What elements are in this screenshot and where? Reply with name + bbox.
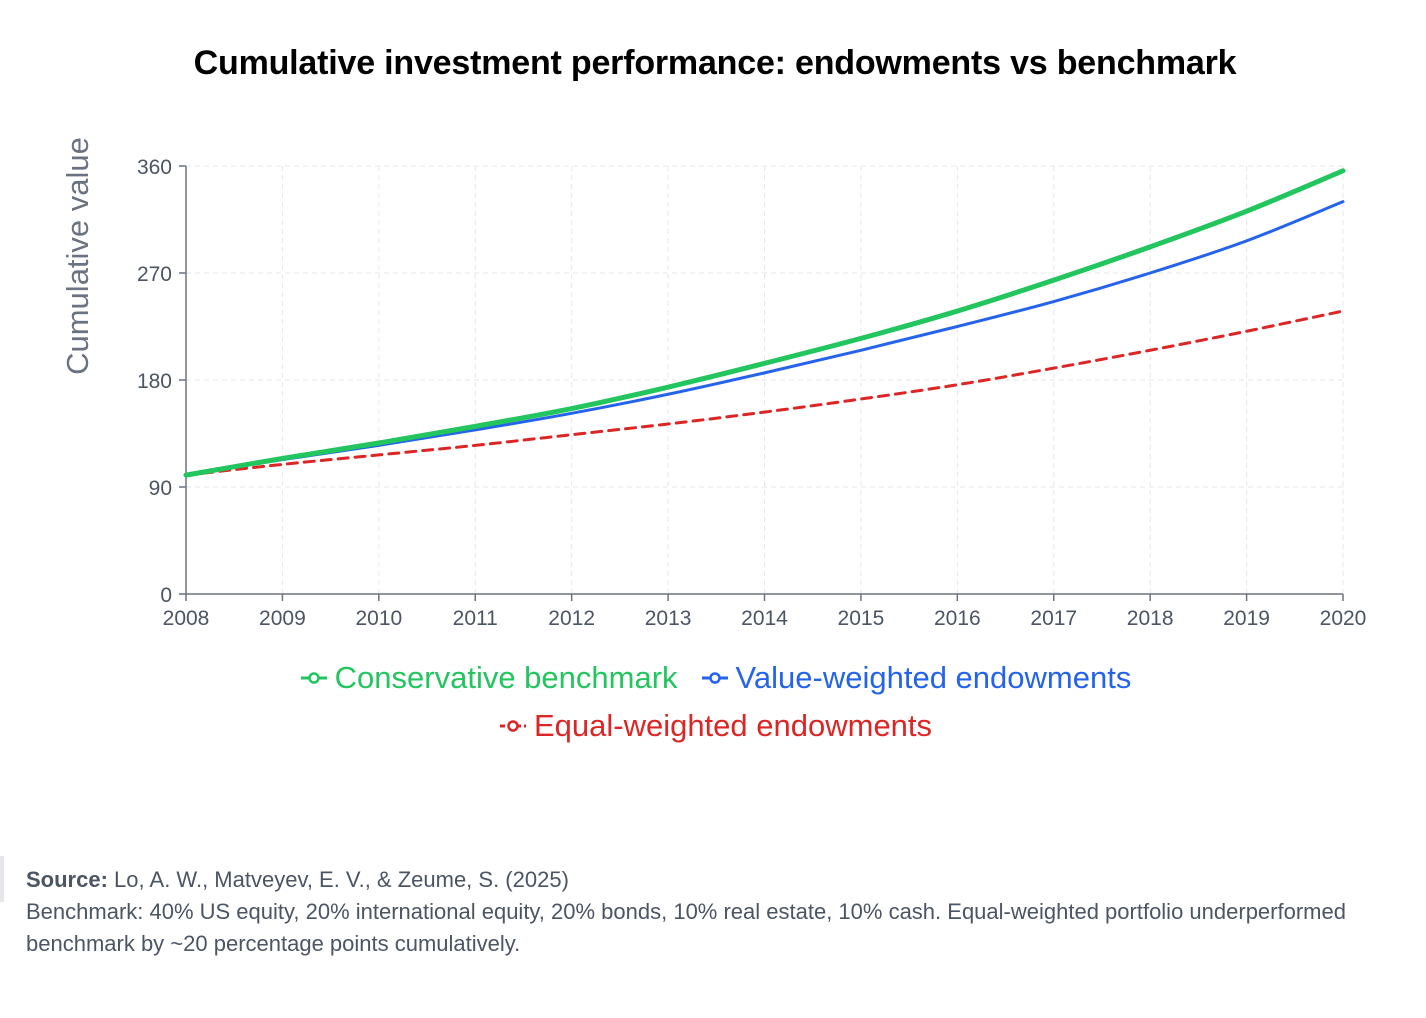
legend-row-1: Conservative benchmark Value-weighted en…	[0, 660, 1426, 696]
source-footer: Source: Lo, A. W., Matveyev, E. V., & Ze…	[26, 864, 1396, 960]
y-axis-label: Cumulative value	[60, 137, 95, 375]
x-tick-label: 2010	[355, 607, 402, 630]
x-tick-label: 2013	[645, 607, 692, 630]
legend-label: Equal-weighted endowments	[533, 708, 933, 743]
x-tick-label: 2020	[1320, 607, 1367, 630]
legend-label: Value-weighted endowments	[735, 660, 1132, 695]
y-tick-label: 360	[137, 156, 172, 179]
series-line-equal-weighted-endowments	[184, 309, 1345, 477]
x-tick-label: 2017	[1030, 607, 1077, 630]
x-tick-label: 2019	[1223, 607, 1270, 630]
line-chart: 0 90 180 270 360 2008 2009 2010 2011 2012 2013 201…	[60, 137, 1367, 630]
source-line: Source: Lo, A. W., Matveyev, E. V., & Ze…	[26, 864, 1396, 896]
footer-note: Benchmark: 40% US equity, 20% internatio…	[26, 899, 1346, 956]
x-tick-label: 2008	[163, 607, 210, 630]
y-tick-label: 0	[160, 584, 172, 607]
legend-marker-icon	[499, 720, 526, 732]
chart-title: Cumulative investment performance: endow…	[193, 44, 1237, 82]
legend-item-value-weighted-endowments[interactable]: Value-weighted endowments	[700, 660, 1132, 696]
y-ticks: 0 90 180 270 360	[137, 156, 186, 607]
source-label: Source:	[26, 867, 108, 892]
x-tick-label: 2012	[548, 607, 595, 630]
legend-item-conservative-benchmark[interactable]: Conservative benchmark	[299, 660, 678, 696]
x-tick-label: 2014	[741, 607, 788, 630]
y-tick-label: 270	[137, 263, 172, 286]
legend-marker-icon	[701, 672, 728, 684]
legend-item-equal-weighted-endowments[interactable]: Equal-weighted endowments	[498, 708, 932, 744]
grid-lines	[186, 165, 1344, 594]
series-lines	[183, 168, 1346, 478]
y-tick-label: 90	[149, 477, 172, 500]
x-tick-label: 2015	[838, 607, 885, 630]
series-line-conservative-benchmark	[183, 168, 1346, 478]
x-ticks: 2008 2009 2010 2011 2012 2013 2014 2015 2016 2017…	[163, 594, 1367, 630]
x-tick-label: 2011	[453, 607, 498, 630]
x-tick-label: 2016	[934, 607, 981, 630]
legend-row-2: Equal-weighted endowments	[0, 708, 1426, 744]
x-tick-label: 2009	[259, 607, 306, 630]
legend-marker-icon	[300, 672, 327, 684]
footer-accent-bar	[0, 856, 4, 902]
legend-label: Conservative benchmark	[334, 660, 678, 695]
source-text: Lo, A. W., Matveyev, E. V., & Zeume, S. …	[107, 867, 569, 892]
x-tick-label: 2018	[1127, 607, 1174, 630]
y-tick-label: 180	[137, 370, 172, 393]
